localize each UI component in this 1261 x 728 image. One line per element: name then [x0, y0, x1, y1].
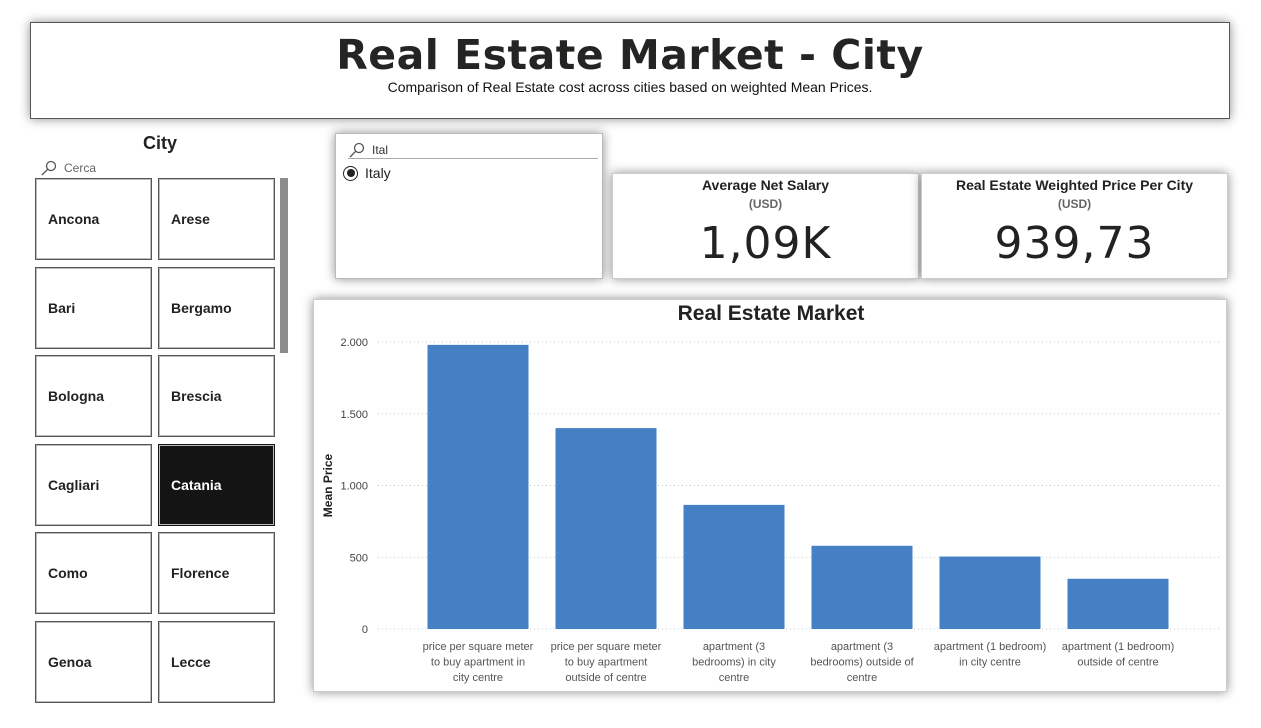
city-tile-bari[interactable]: Bari: [35, 266, 152, 349]
city-tile-lecce[interactable]: Lecce: [158, 620, 275, 703]
bar-chart-svg: 0 500 1.000 1.500 2.000 Mean Price price per s…: [321, 337, 1220, 684]
bar[interactable]: [811, 545, 913, 629]
x-category-label: apartment (1 bedroom): [934, 641, 1047, 653]
x-category-label: apartment (1 bedroom): [1062, 641, 1175, 653]
y-tick-label: 1.000: [340, 481, 368, 493]
kpi-unit: (USD): [748, 197, 783, 211]
country-search-input[interactable]: Ital: [348, 141, 598, 159]
report-header: Real Estate Market - City Comparison of …: [30, 22, 1230, 119]
city-tile-como[interactable]: Como: [35, 532, 152, 614]
kpi-value: 939,73: [994, 218, 1155, 269]
city-tile-bergamo[interactable]: Bergamo: [158, 266, 275, 349]
radio-selected-dot: [346, 169, 355, 177]
x-category-label: outside of centre: [565, 672, 646, 684]
bar[interactable]: [939, 556, 1041, 629]
bar[interactable]: [427, 344, 529, 629]
y-tick-label: 500: [350, 552, 368, 564]
x-category-label: outside of centre: [1077, 657, 1158, 669]
search-icon: [41, 160, 57, 176]
city-tile-florence[interactable]: Florence: [158, 532, 275, 614]
y-tick-label: 0: [362, 624, 368, 636]
kpi-weighted-price: Real Estate Weighted Price Per City (USD…: [921, 173, 1228, 279]
bar[interactable]: [1067, 578, 1169, 629]
y-axis-label: Mean Price: [321, 453, 335, 517]
city-search-input[interactable]: Cerca: [40, 159, 280, 177]
y-tick-label: 1.500: [340, 409, 368, 421]
x-category-label: to buy apartment: [565, 657, 648, 669]
x-category-label: apartment (3: [703, 641, 765, 653]
bar[interactable]: [683, 504, 785, 629]
city-tile-ancona[interactable]: Ancona: [35, 178, 152, 260]
search-icon: [349, 142, 365, 157]
kpi-title: Real Estate Weighted Price Per City: [955, 177, 1194, 193]
country-option-italy[interactable]: Italy: [343, 165, 391, 181]
radio-button[interactable]: [343, 165, 358, 181]
city-search-placeholder: Cerca: [64, 161, 97, 175]
kpi-title: Average Net Salary: [701, 177, 830, 193]
city-scrollbar-thumb[interactable]: [280, 178, 288, 353]
x-category-label: centre: [719, 672, 750, 684]
y-tick-label: 2.000: [340, 337, 368, 349]
x-category-label: price per square meter: [551, 641, 662, 653]
kpi-average-net-salary: Average Net Salary (USD) 1,09K: [612, 173, 919, 279]
x-category-label: centre: [847, 672, 878, 684]
bar[interactable]: [555, 428, 657, 629]
x-category-label: bedrooms) in city: [692, 657, 776, 669]
country-search-value: Ital: [372, 142, 389, 157]
x-category-label: city centre: [453, 672, 503, 684]
real-estate-chart: 0 500 1.000 1.500 2.000 Mean Price price per s…: [313, 299, 1227, 692]
city-tile-bologna[interactable]: Bologna: [35, 355, 152, 437]
x-category-label: in city centre: [959, 657, 1021, 669]
city-tile-catania[interactable]: Catania: [158, 443, 275, 526]
x-category-label: apartment (3: [831, 641, 893, 653]
x-category-label: bedrooms) outside of: [810, 657, 914, 669]
city-tile-cagliari[interactable]: Cagliari: [35, 443, 152, 526]
kpi-value: 1,09K: [699, 218, 832, 269]
x-category-label: to buy apartment in: [431, 657, 525, 669]
page-title: Real Estate Market - City: [336, 31, 924, 79]
x-category-label: price per square meter: [423, 641, 534, 653]
city-slicer-grid: Ancona Arese Bari Bergamo Bologna Brescia Cagl…: [35, 178, 277, 708]
city-tile-brescia[interactable]: Brescia: [158, 355, 275, 437]
city-tile-arese[interactable]: Arese: [158, 178, 275, 260]
city-tile-genoa[interactable]: Genoa: [35, 620, 152, 703]
kpi-unit: (USD): [1057, 197, 1092, 211]
page-subtitle: Comparison of Real Estate cost across ci…: [387, 79, 873, 95]
country-option-label: Italy: [365, 165, 391, 181]
chart-title: Real Estate Market: [677, 302, 865, 325]
city-slicer-title: City: [142, 133, 177, 153]
country-slicer: Ital Italy: [335, 133, 603, 279]
